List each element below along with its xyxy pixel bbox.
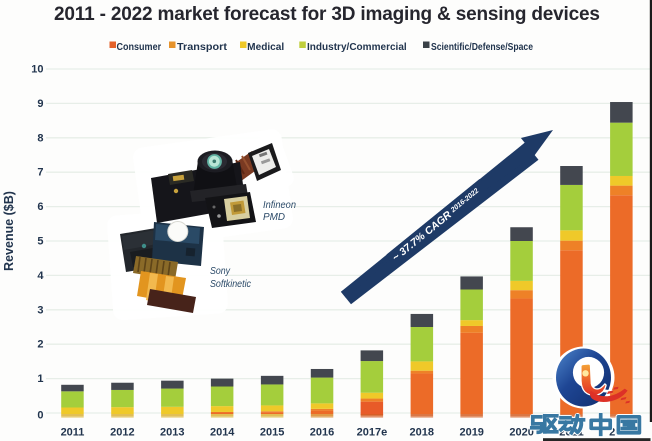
svg-text:2011 - 2022 market forecast fo: 2011 - 2022 market forecast for 3D imagi… — [54, 4, 600, 25]
svg-text:2017e: 2017e — [357, 427, 388, 439]
svg-text:0: 0 — [37, 410, 43, 422]
svg-text:Industry/Commercial: Industry/Commercial — [307, 42, 407, 53]
svg-text:Sony: Sony — [210, 266, 231, 277]
svg-text:2020: 2020 — [509, 427, 533, 439]
svg-text:6: 6 — [37, 201, 43, 213]
svg-text:2016: 2016 — [310, 427, 334, 439]
svg-text:2013: 2013 — [160, 427, 184, 439]
svg-text:2014: 2014 — [210, 427, 235, 439]
svg-text:3: 3 — [37, 304, 43, 316]
svg-text:9: 9 — [37, 98, 43, 110]
svg-text:2012: 2012 — [110, 427, 134, 439]
svg-text:Revenue ($B): Revenue ($B) — [2, 191, 16, 271]
svg-text:7: 7 — [37, 167, 43, 179]
svg-text:Scientific/Defense/Space: Scientific/Defense/Space — [431, 42, 533, 53]
svg-text:5: 5 — [37, 236, 43, 248]
svg-text:10: 10 — [31, 64, 43, 76]
svg-text:PMD: PMD — [263, 212, 285, 223]
svg-text:Softkinetic: Softkinetic — [210, 279, 251, 290]
svg-text:2011: 2011 — [61, 427, 85, 439]
svg-text:2: 2 — [37, 339, 43, 351]
svg-text:4: 4 — [37, 270, 44, 282]
svg-text:Transport: Transport — [177, 42, 228, 53]
svg-text:1: 1 — [37, 373, 43, 385]
svg-text:2018: 2018 — [410, 427, 434, 439]
svg-text:Infineon: Infineon — [263, 200, 296, 211]
svg-text:2015: 2015 — [260, 427, 284, 439]
svg-text:Consumer: Consumer — [117, 42, 162, 53]
svg-text:Medical: Medical — [247, 42, 284, 53]
svg-text:8: 8 — [37, 132, 43, 144]
svg-text:2019: 2019 — [459, 427, 483, 439]
